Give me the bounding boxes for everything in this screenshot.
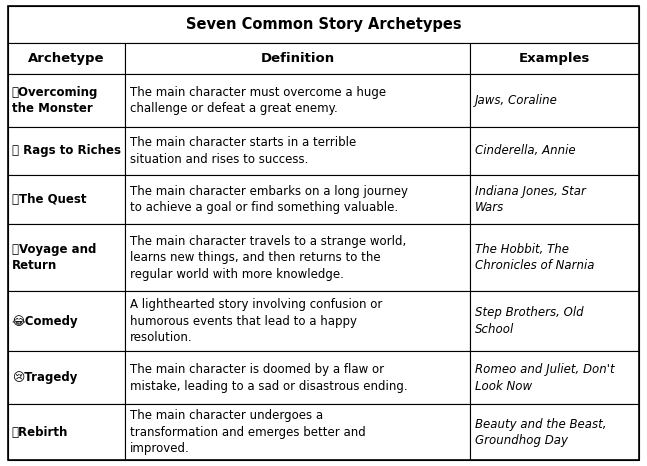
Text: Romeo and Juliet, Don't
Look Now: Romeo and Juliet, Don't Look Now [475,363,615,393]
Text: The main character is doomed by a flaw or
mistake, leading to a sad or disastrou: The main character is doomed by a flaw o… [130,363,408,393]
Bar [126,351,470,404]
Text: 😂Comedy: 😂Comedy [12,315,78,328]
Bar [8,175,126,224]
Bar [126,404,470,460]
Text: Jaws, Coraline: Jaws, Coraline [475,94,558,107]
Bar [470,74,639,127]
Text: 🐉Overcoming
the Monster: 🐉Overcoming the Monster [12,86,98,115]
Text: The main character must overcome a huge
challenge or defeat a great enemy.: The main character must overcome a huge … [130,86,386,115]
Bar [126,224,470,291]
Bar [470,43,639,74]
Text: The main character travels to a strange world,
learns new things, and then retur: The main character travels to a strange … [130,234,406,281]
Bar [470,224,639,291]
Bar [8,6,639,43]
Bar [470,175,639,224]
Bar [8,127,126,175]
Bar [470,351,639,404]
Bar [8,224,126,291]
Text: Archetype: Archetype [28,52,105,65]
Bar [8,351,126,404]
Bar [126,43,470,74]
Bar [470,291,639,351]
Bar [126,74,470,127]
Bar [126,127,470,175]
Bar [126,175,470,224]
Bar [126,291,470,351]
Text: 😢Tragedy: 😢Tragedy [12,371,77,384]
Bar [8,404,126,460]
Text: Definition: Definition [261,52,334,65]
Bar [470,127,639,175]
Text: Indiana Jones, Star
Wars: Indiana Jones, Star Wars [475,185,586,214]
Text: Examples: Examples [519,52,590,65]
Bar [470,404,639,460]
Text: Beauty and the Beast,
Groundhog Day: Beauty and the Beast, Groundhog Day [475,418,606,447]
Bar [8,291,126,351]
Text: 🔄Rebirth: 🔄Rebirth [12,426,68,439]
Text: Step Brothers, Old
School: Step Brothers, Old School [475,307,584,336]
Text: Seven Common Story Archetypes: Seven Common Story Archetypes [186,17,461,32]
Text: The main character starts in a terrible
situation and rises to success.: The main character starts in a terrible … [130,136,356,165]
Text: The main character undergoes a
transformation and emerges better and
improved.: The main character undergoes a transform… [130,410,366,455]
Text: 🏴The Quest: 🏴The Quest [12,193,86,206]
Text: A lighthearted story involving confusion or
humorous events that lead to a happy: A lighthearted story involving confusion… [130,298,382,344]
Bar [8,74,126,127]
Text: 💝 Rags to Riches: 💝 Rags to Riches [12,144,121,158]
Text: 🛖Voyage and
Return: 🛖Voyage and Return [12,243,96,272]
Text: The main character embarks on a long journey
to achieve a goal or find something: The main character embarks on a long jou… [130,185,408,214]
Text: The Hobbit, The
Chronicles of Narnia: The Hobbit, The Chronicles of Narnia [475,243,595,272]
Bar [8,43,126,74]
Text: Cinderella, Annie: Cinderella, Annie [475,144,576,158]
